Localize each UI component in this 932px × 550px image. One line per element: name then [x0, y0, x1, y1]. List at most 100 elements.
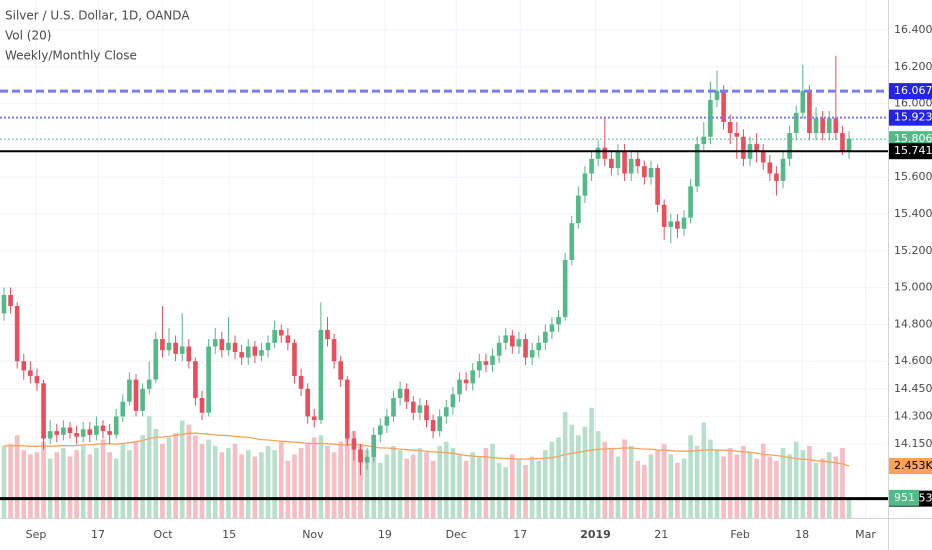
- volume-bar: [397, 450, 403, 518]
- level-label-box: [889, 131, 932, 148]
- y-tick-label: 15.00000: [894, 281, 932, 294]
- candle-body: [107, 431, 112, 435]
- candle-body: [212, 339, 218, 347]
- volume-bar: [371, 456, 376, 518]
- candle-body: [437, 416, 443, 432]
- candle-body: [410, 401, 416, 413]
- volume-bar: [602, 441, 608, 518]
- volume-bar: [298, 448, 304, 518]
- candle-body: [556, 317, 561, 325]
- candle-body: [450, 394, 456, 408]
- volume-bar: [338, 441, 343, 518]
- volume-bar: [54, 452, 60, 518]
- level-label: 15.80692: [894, 132, 932, 145]
- volume-bar: [437, 445, 443, 518]
- volume-bar: [457, 454, 462, 518]
- volume-bar: [305, 443, 310, 518]
- y-tick-label: 15.60000: [894, 170, 932, 183]
- candle-body: [820, 118, 825, 134]
- volume-bar: [582, 426, 588, 518]
- candle-body: [582, 173, 588, 196]
- candle-body: [232, 342, 238, 353]
- candle-body: [635, 158, 641, 167]
- volume-bar: [516, 458, 522, 518]
- candle-body: [74, 432, 79, 437]
- volume-bar: [424, 452, 429, 518]
- volume-bar: [807, 445, 812, 518]
- y-tick-label: 15.40000: [894, 207, 932, 220]
- volume-bar: [787, 454, 792, 518]
- candle-body: [113, 416, 119, 435]
- axes: 16.40000 16.20000 16.00000 15.60000 15.40000…: [26, 23, 932, 541]
- candle-body: [721, 90, 726, 123]
- volume-bar: [311, 437, 317, 518]
- candle-body: [34, 375, 40, 384]
- volume-bar: [259, 452, 264, 518]
- volume-bar: [543, 450, 548, 518]
- volume-bar: [173, 433, 178, 518]
- candle-body: [133, 379, 139, 411]
- candle-body: [47, 431, 53, 439]
- volume-bar: [67, 456, 73, 518]
- volume-label-box: [889, 489, 919, 506]
- volume-bar: [410, 454, 416, 518]
- volume-bar: [193, 435, 198, 518]
- volume-bar: [232, 443, 238, 518]
- candle-body: [146, 379, 152, 389]
- candle-body: [714, 90, 720, 100]
- candle-body: [272, 329, 277, 343]
- volume-bar: [100, 439, 106, 518]
- candle-body: [628, 158, 634, 174]
- candle-body: [463, 379, 469, 384]
- volume-ma-label-box: [889, 457, 932, 474]
- candle-body: [140, 388, 145, 411]
- candle-body: [787, 133, 792, 159]
- candle-body: [727, 122, 733, 134]
- volume-bar: [721, 456, 726, 518]
- candle-body: [206, 346, 211, 413]
- volume-bar: [477, 456, 482, 518]
- candle-body: [265, 342, 271, 351]
- candle-body: [444, 407, 449, 417]
- volume-bar: [166, 437, 172, 518]
- volume-bar: [61, 448, 66, 518]
- volume-bar: [417, 448, 423, 518]
- volume-bar: [245, 450, 251, 518]
- y-tick-label: 14.45000: [894, 382, 932, 395]
- volume-bar: [661, 443, 667, 518]
- volume-bar: [642, 465, 647, 518]
- candle-body: [846, 138, 852, 152]
- candle-body: [173, 342, 178, 354]
- candle-body: [780, 158, 786, 181]
- y-tick-label: 14.15000: [894, 437, 932, 450]
- volume-bar: [391, 445, 396, 518]
- volume-bar: [377, 462, 383, 518]
- volume-bar: [840, 448, 845, 518]
- volume-bar: [820, 458, 825, 518]
- candle-body: [305, 388, 310, 417]
- volume-bar: [826, 452, 832, 518]
- candle-body: [622, 151, 627, 174]
- level-label-box: [889, 83, 932, 100]
- volume-bar: [74, 450, 79, 518]
- candle-body: [259, 350, 264, 356]
- volume-bar: [364, 450, 370, 518]
- volume-bar: [483, 448, 489, 518]
- y-tick-label: 14.60000: [894, 354, 932, 367]
- volume-bar: [199, 443, 205, 518]
- candle-body: [602, 147, 608, 159]
- candle-body: [615, 151, 621, 169]
- candle-body: [404, 388, 410, 402]
- volume-bar: [668, 454, 674, 518]
- candle-body: [774, 173, 779, 181]
- volume-bar: [186, 424, 192, 518]
- volume-bar: [113, 458, 119, 518]
- candle-body: [760, 151, 766, 163]
- candle-body: [166, 342, 172, 351]
- x-tick-label: Feb: [730, 528, 749, 541]
- candle-body: [54, 431, 60, 435]
- candle-body: [239, 352, 244, 358]
- volume-bar: [265, 445, 271, 518]
- candle-body: [8, 294, 13, 307]
- candle-body: [503, 335, 509, 343]
